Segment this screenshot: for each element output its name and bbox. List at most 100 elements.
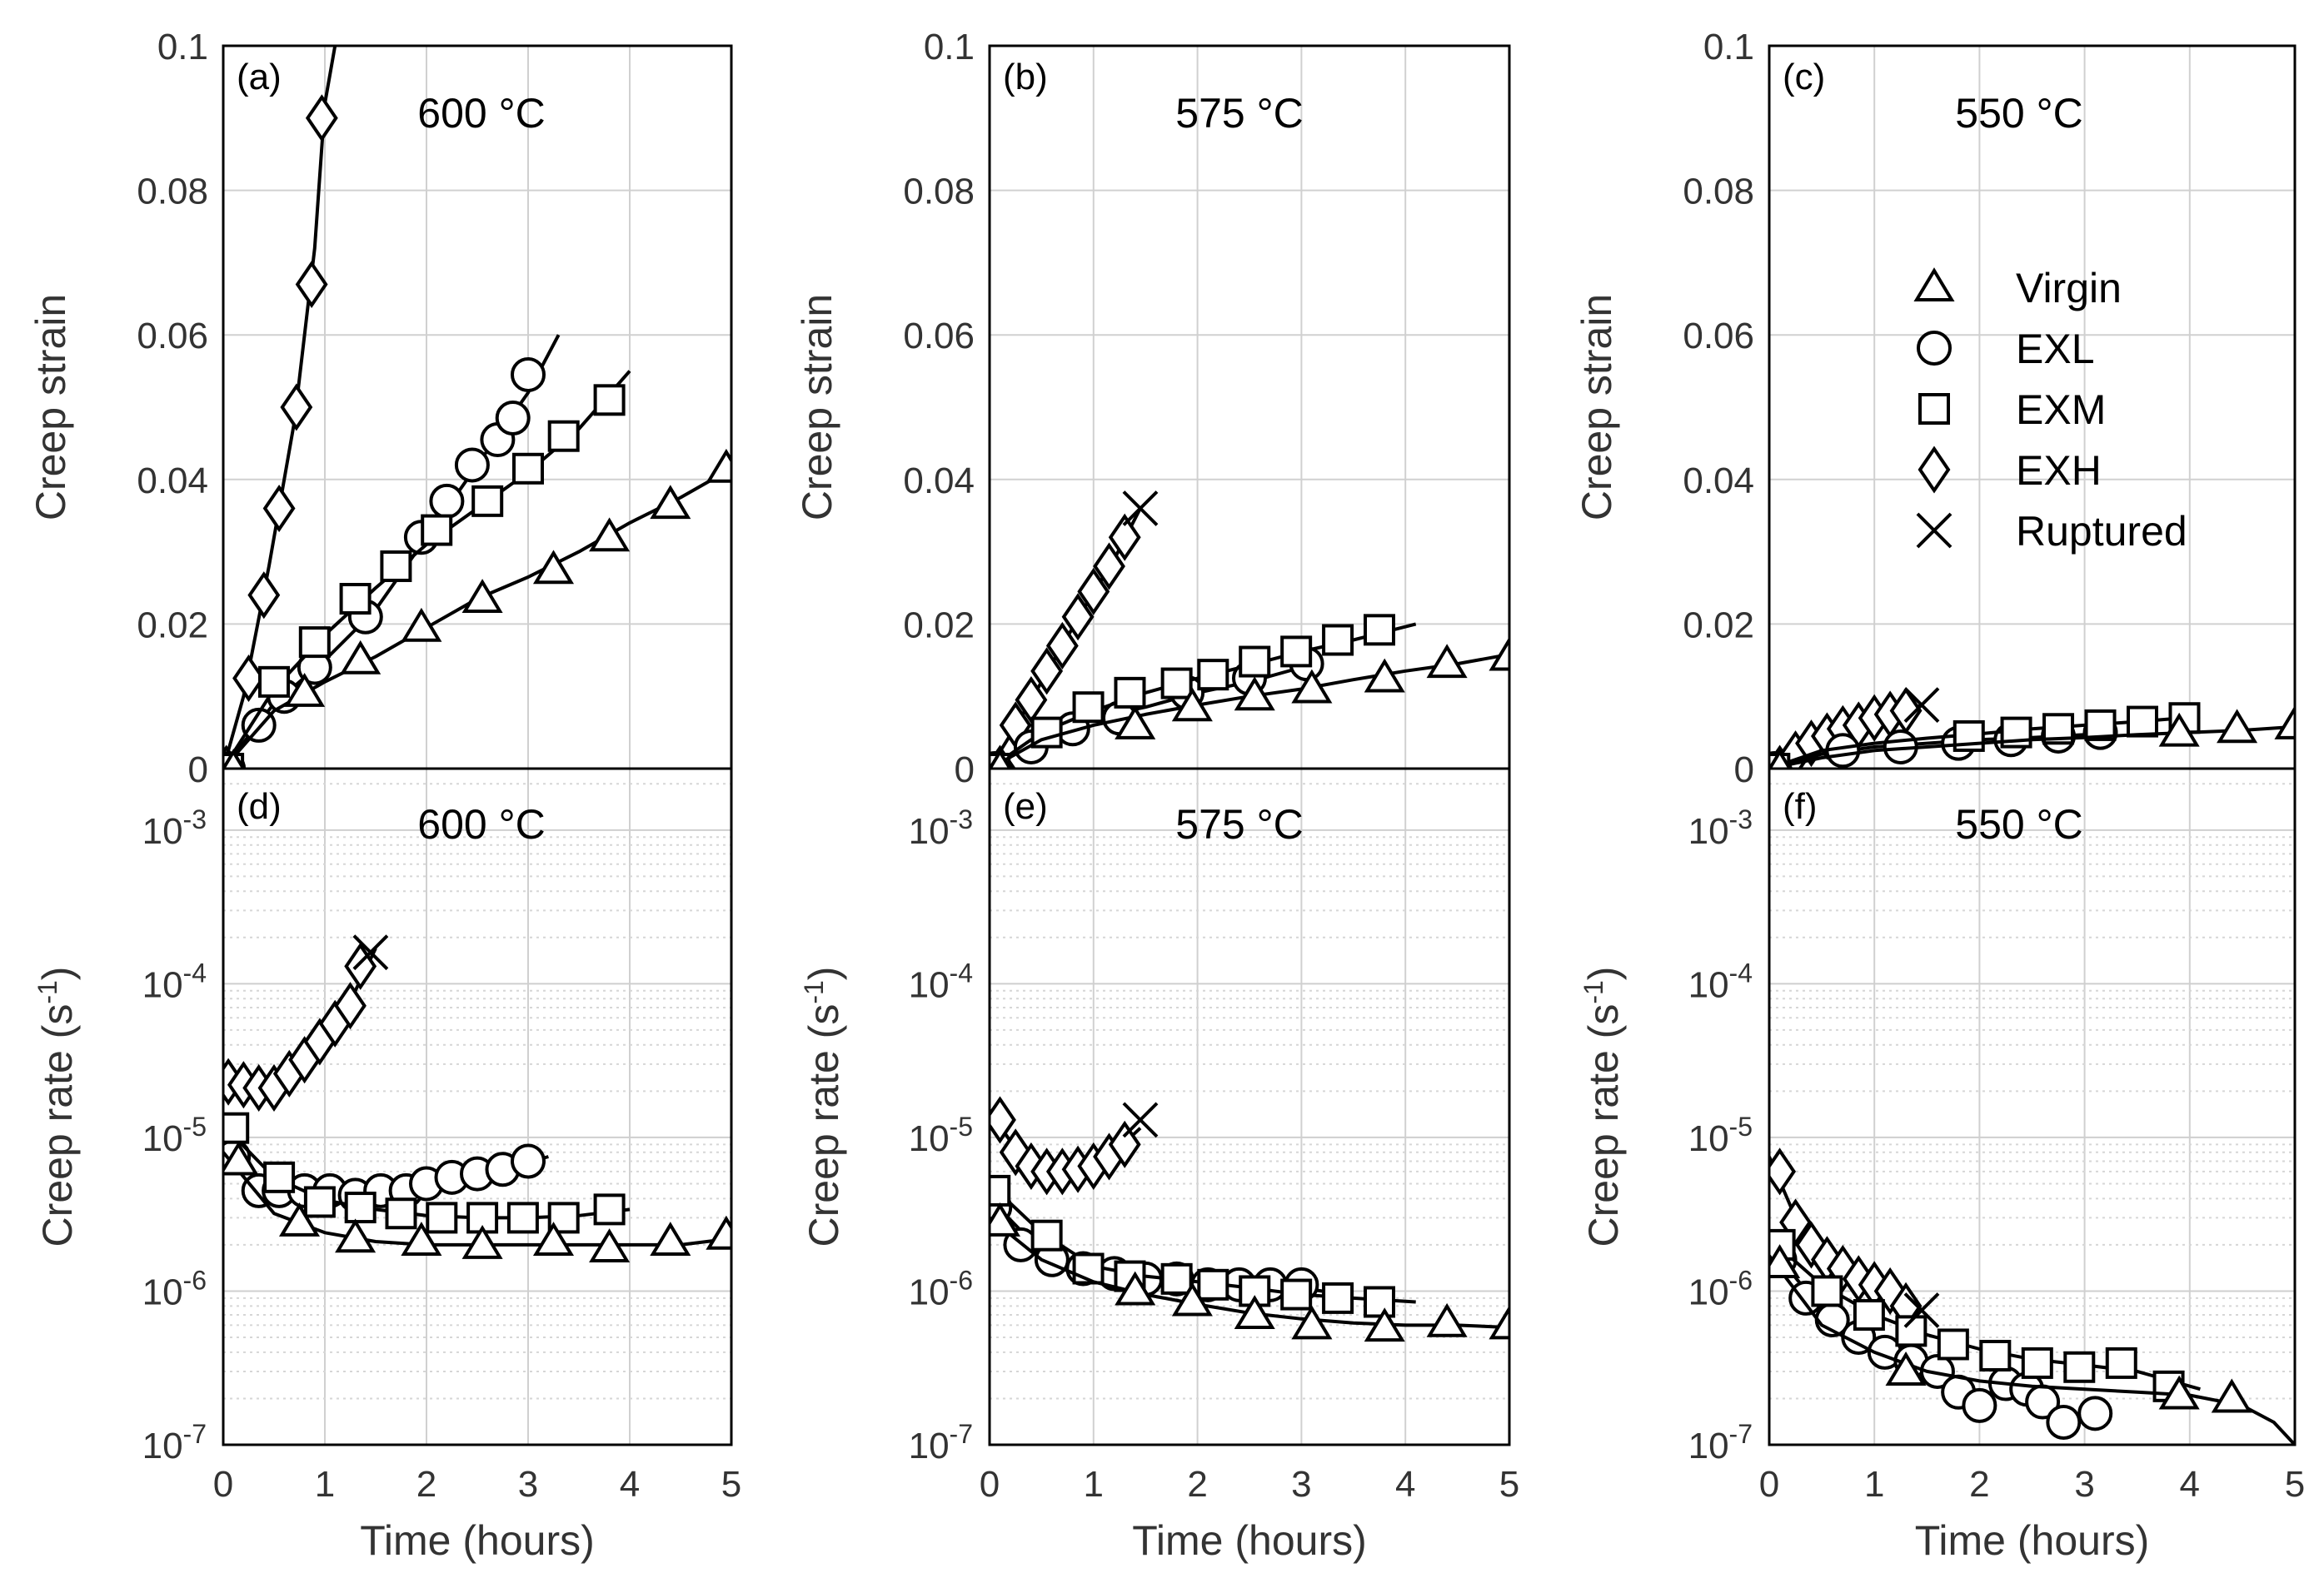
marker-virgin — [1171, 1282, 1213, 1317]
legend-marker-ruptured — [1916, 512, 1952, 549]
y-tick-labels: 10-7 10-6 10-5 10-4 10-3 — [142, 804, 207, 1466]
panel-label-e: (e) — [1003, 786, 1048, 827]
temperature-label-c: 550 °C — [1955, 90, 2082, 137]
marker-exm — [593, 1193, 626, 1226]
marker-exm — [1239, 645, 1271, 678]
legend: Virgin EXL EXM EXH Ruptured — [1913, 265, 2187, 555]
marker-virgin — [1426, 1302, 1468, 1337]
x-tick-label: 5 — [721, 1464, 741, 1505]
marker-exm — [1114, 676, 1146, 709]
marker-exm — [1853, 1299, 1885, 1332]
legend-label-ruptured: Ruptured — [2016, 508, 2187, 555]
panel-label-d: (d) — [237, 786, 282, 827]
y-axis-title: Creep strain — [794, 294, 840, 520]
marker-virgin — [1234, 676, 1275, 711]
marker-virgin — [2274, 705, 2295, 739]
panel-frame — [222, 767, 733, 1446]
marker-exm — [471, 485, 504, 517]
y-tick-labels: 0 0.02 0.04 0.06 0.08 0.1 — [1683, 27, 1754, 790]
marker-virgin — [1489, 636, 1509, 671]
marker-exh — [1108, 1120, 1141, 1168]
temperature-label-f: 550 °C — [1955, 801, 2082, 848]
marker-virgin — [461, 1225, 503, 1259]
y-tick-label: 0.04 — [137, 460, 208, 501]
y-tick-label: 10-5 — [142, 1112, 207, 1159]
marker-exm — [1811, 1275, 1843, 1307]
panel-label-f: (f) — [1783, 786, 1818, 827]
series-virgin — [990, 1202, 1509, 1342]
marker-exh — [305, 94, 338, 142]
y-tick-label: 0.04 — [1683, 460, 1754, 501]
x-tick-label: 4 — [620, 1464, 640, 1505]
marker-exm — [380, 550, 412, 582]
panel-label-a: (a) — [237, 57, 282, 97]
marker-virgin — [2217, 709, 2258, 744]
panel-e: 10-7 10-6 10-5 10-4 10-3 Creep rate (s-1) 0 1 2 3… — [799, 767, 1519, 1564]
marker-virgin — [1769, 749, 1792, 769]
panel-label-b: (b) — [1003, 57, 1048, 97]
marker-virgin — [1769, 1244, 1801, 1278]
y-tick-label: 10-4 — [1688, 958, 1753, 1005]
marker-exl — [511, 356, 546, 392]
x-tick-label: 2 — [1187, 1464, 1207, 1505]
marker-exm — [1160, 667, 1193, 699]
series-exl — [990, 1190, 1323, 1302]
panel-c: 0 0.02 0.04 0.06 0.08 0.1 Creep strain — [1573, 27, 2297, 790]
marker-exm — [1197, 659, 1229, 691]
marker-exm — [2063, 1351, 2096, 1383]
y-axis-title: Creep rate (s-1) — [799, 967, 847, 1247]
gridlines — [990, 46, 1509, 769]
marker-exm — [1280, 635, 1313, 668]
temperature-label-d: 600 °C — [417, 801, 545, 848]
y-tick-labels: 10-7 10-6 10-5 10-4 10-3 — [1688, 804, 1753, 1466]
marker-virgin — [2158, 712, 2200, 747]
marker-exh — [1093, 542, 1125, 590]
panel-f: 10-7 10-6 10-5 10-4 10-3 Creep rate (s-1) 0 1 2 3… — [1578, 767, 2305, 1564]
marker-virgin — [1291, 1305, 1333, 1340]
y-tick-labels: 0 0.02 0.04 0.06 0.08 0.1 — [903, 27, 975, 790]
series-exh — [990, 1096, 1142, 1196]
marker-exl — [1962, 1387, 1997, 1423]
marker-virgin — [461, 579, 503, 614]
marker-virgin — [1426, 644, 1468, 679]
series-exh — [1769, 1147, 1923, 1330]
plot-area — [223, 934, 731, 1263]
marker-exm — [1030, 1219, 1063, 1252]
marker-virgin — [335, 1218, 377, 1253]
marker-virgin — [1234, 1295, 1275, 1330]
legend-marker-exm — [1918, 393, 1950, 425]
series-virgin — [223, 448, 731, 769]
rupture-marker — [1122, 1102, 1159, 1138]
marker-virgin — [990, 749, 1012, 769]
y-tick-label: 0 — [188, 749, 208, 790]
marker-virgin — [401, 1222, 442, 1256]
x-tick-label: 1 — [315, 1464, 335, 1505]
y-tick-label: 10-7 — [142, 1419, 207, 1466]
y-tick-label: 10-6 — [1688, 1265, 1753, 1312]
panel-frame — [1768, 767, 2297, 1446]
marker-exm — [344, 1192, 377, 1224]
marker-exh — [1030, 647, 1064, 695]
panel-a: 0 0.02 0.04 0.06 0.08 0.1 Creep strain — [27, 27, 733, 790]
x-tick-label: 2 — [416, 1464, 436, 1505]
y-tick-label: 0.02 — [903, 605, 975, 645]
marker-exm — [298, 626, 331, 659]
y-tick-label: 0 — [1734, 749, 1754, 790]
gridlines — [990, 769, 1509, 1445]
marker-virgin — [650, 485, 691, 520]
y-tick-label: 0.08 — [903, 172, 975, 212]
marker-exm — [426, 1202, 458, 1234]
gridlines — [223, 769, 731, 1445]
temperature-label-e: 575 °C — [1175, 801, 1303, 848]
rupture-marker — [352, 934, 389, 971]
marker-exh — [247, 571, 281, 620]
temperature-label-b: 575 °C — [1175, 90, 1303, 137]
rupture-marker — [1903, 1292, 1940, 1328]
plot-area — [1769, 1147, 2295, 1445]
panel-d: 10-7 10-6 10-5 10-4 10-3 Creep rate (s-1) 0 1 2 3… — [32, 767, 741, 1564]
x-tick-label: 1 — [1084, 1464, 1104, 1505]
rupture-marker — [1903, 687, 1940, 724]
y-tick-label: 10-5 — [909, 1112, 973, 1159]
marker-virgin — [278, 1202, 321, 1237]
